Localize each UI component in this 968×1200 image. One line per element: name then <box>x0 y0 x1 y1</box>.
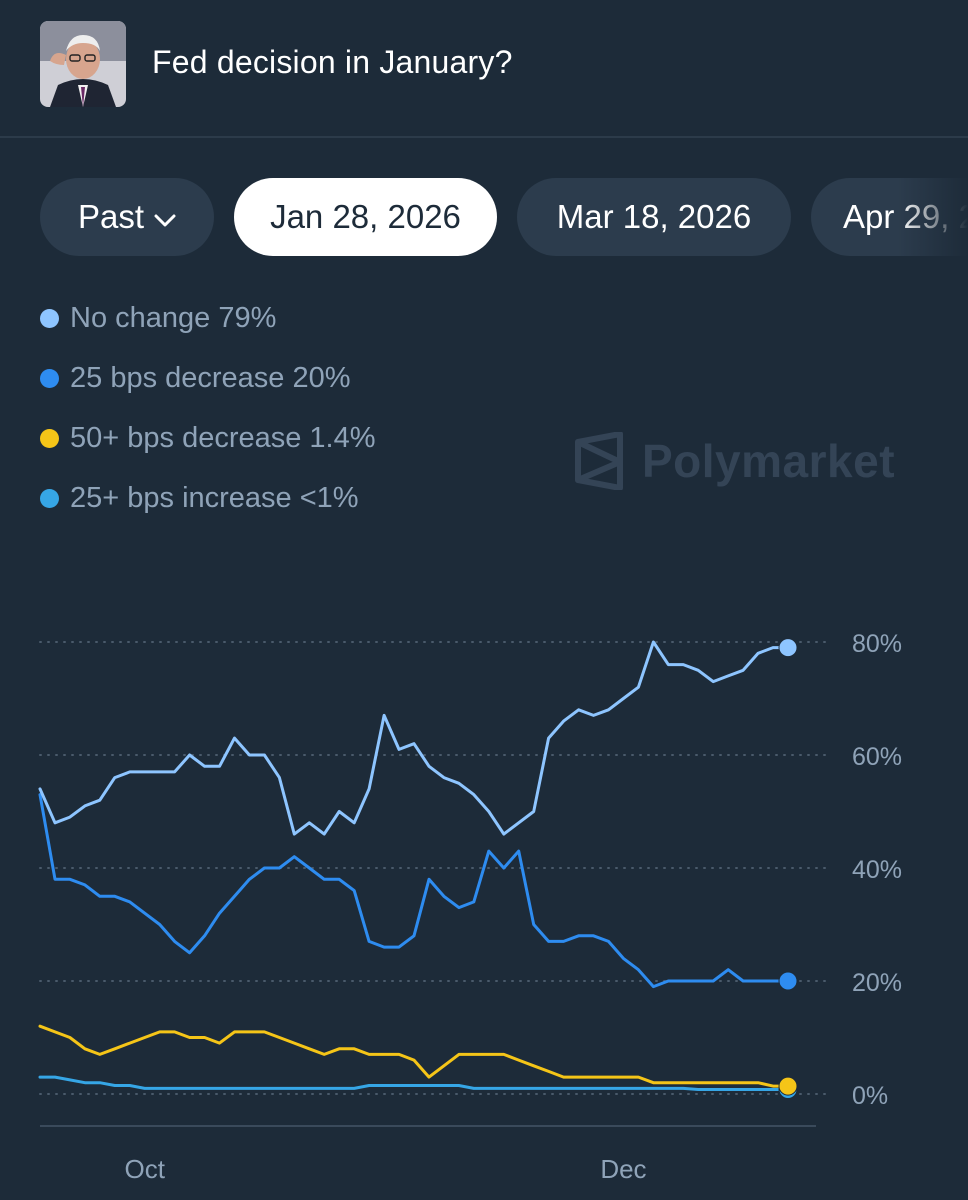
legend-item-25bps-increase: 25+ bps increase <1% <box>40 468 376 528</box>
y-tick-label: 60% <box>852 743 902 771</box>
legend-dot <box>40 488 59 508</box>
legend-dot <box>40 308 59 328</box>
watermark-text: Polymarket <box>642 435 896 487</box>
series-line-25-bps-increase <box>38 1075 790 1091</box>
chart-legend: No change 79% 25 bps decrease 20% 50+ bp… <box>40 288 376 528</box>
series-line-50-bps-decrease <box>38 1024 790 1088</box>
y-tick-label: 20% <box>852 969 902 997</box>
legend-item-25bps-decrease: 25 bps decrease 20% <box>40 348 376 408</box>
tab-apr-label: Apr 29, 2026 <box>843 198 968 235</box>
series-line-25-bps-decrease <box>38 793 790 989</box>
series-end-dot <box>778 1076 798 1096</box>
tab-mar-label: Mar 18, 2026 <box>556 198 752 235</box>
legend-item-no-change: No change 79% <box>40 288 376 348</box>
legend-item-50bps-decrease: 50+ bps decrease 1.4% <box>40 408 376 468</box>
x-tick-label: Oct <box>124 1154 165 1184</box>
y-tick-label: 80% <box>852 630 902 658</box>
avatar-image <box>40 21 126 107</box>
date-tabs: Past Jan 28, 2026 Mar 18, 2026 Apr 29, 2… <box>40 178 968 256</box>
legend-dot <box>40 368 59 388</box>
price-history-chart[interactable]: 80% 60% 40% 20% 0% Oct Dec <box>0 600 968 1200</box>
polymarket-watermark: Polymarket <box>574 432 895 490</box>
x-tick-label: Dec <box>600 1154 646 1184</box>
tab-jan-label: Jan 28, 2026 <box>270 198 461 235</box>
series-end-dot <box>778 638 798 658</box>
legend-label: 25+ bps increase <1% <box>70 481 359 514</box>
y-tick-label: 40% <box>852 856 902 884</box>
polymarket-logo-icon <box>575 432 623 490</box>
y-tick-label: 0% <box>852 1082 888 1110</box>
chevron-down-icon <box>154 198 176 236</box>
legend-label: 50+ bps decrease 1.4% <box>70 421 376 454</box>
market-header: Fed decision in January? <box>0 0 968 138</box>
series-line-no-change <box>38 640 790 836</box>
legend-dot <box>40 428 59 448</box>
tab-past[interactable]: Past <box>40 178 214 256</box>
legend-label: No change 79% <box>70 301 277 334</box>
tab-jan-28-2026[interactable]: Jan 28, 2026 <box>234 178 497 256</box>
page-title: Fed decision in January? <box>152 44 513 80</box>
market-avatar <box>40 21 126 107</box>
legend-label: 25 bps decrease 20% <box>70 361 351 394</box>
series-end-dot <box>778 971 798 991</box>
tab-apr-29-2026[interactable]: Apr 29, 2026 <box>811 178 968 256</box>
tab-past-label: Past <box>77 198 145 235</box>
tab-mar-18-2026[interactable]: Mar 18, 2026 <box>517 178 791 256</box>
